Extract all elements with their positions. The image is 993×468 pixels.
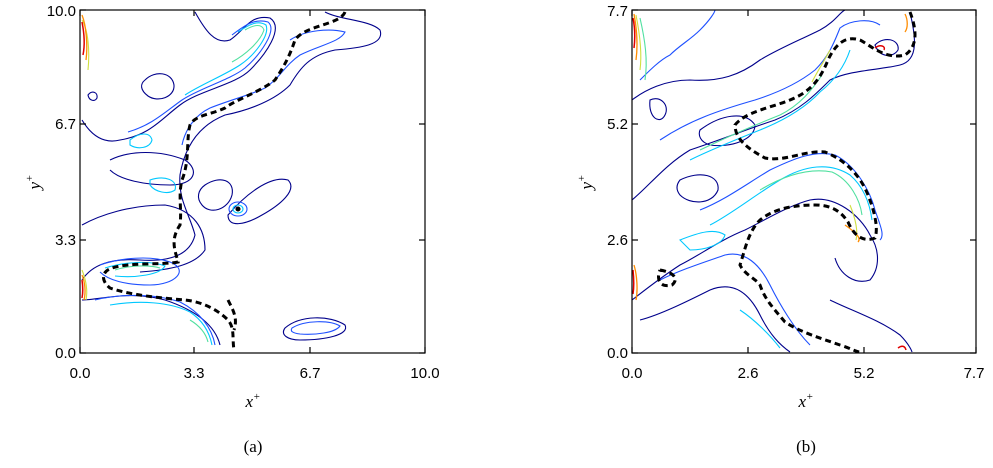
contour-b-blue-4 — [659, 253, 811, 346]
contour-b-blue-1 — [639, 10, 716, 81]
contour-b-cyan-1 — [689, 49, 851, 161]
xtick-label: 0.0 — [70, 365, 91, 382]
contour-a-cyan-3 — [104, 261, 166, 278]
contour-a-spot-1 — [228, 201, 248, 217]
xtick-label: 5.2 — [854, 365, 875, 382]
plot-frame-b — [631, 9, 977, 354]
contour-a-yellow-1 — [81, 19, 90, 71]
panel-a: 0.0 3.3 6.7 10.0 0.0 3.3 6.7 10.0 x+ y+ … — [24, 3, 440, 456]
contour-b-outer-1 — [632, 10, 846, 101]
contour-field-b — [632, 10, 917, 353]
ytick-label: 10.0 — [47, 3, 76, 20]
contour-b-green-2 — [759, 170, 863, 216]
contour-b-red-3 — [874, 45, 886, 51]
xtick-label: 6.7 — [300, 365, 321, 382]
caption-a: (a) — [244, 437, 263, 456]
contour-a-outer-top — [81, 11, 276, 142]
contour-a-blue-4 — [94, 294, 216, 346]
contour-a-blob-1 — [141, 73, 175, 100]
contour-a-small — [87, 91, 98, 101]
contour-b-green-3 — [639, 17, 647, 81]
contour-b-orange-1 — [633, 13, 638, 61]
contour-b-yellow-2 — [811, 49, 831, 83]
contour-a-outer-top2 — [81, 11, 382, 281]
contour-a-green-3 — [189, 319, 209, 343]
contour-a-bottom — [81, 295, 221, 346]
xtick-label: 10.0 — [410, 365, 439, 382]
plot-frame-a — [79, 9, 426, 354]
contour-a-green-2 — [114, 265, 161, 271]
contour-a-cyan-5 — [149, 177, 176, 194]
ytick-label: 5.2 — [607, 116, 628, 133]
xtick-label: 7.7 — [964, 365, 985, 382]
contour-b-outer-4 — [639, 286, 791, 353]
contour-a-yellow-2 — [81, 269, 88, 301]
contour-a-green-1 — [231, 24, 265, 63]
contour-a-spot-3 — [235, 206, 241, 212]
y-axis-label: y+ — [576, 175, 596, 192]
xtick-label: 3.3 — [184, 365, 205, 382]
xtick-label: 0.0 — [622, 365, 643, 382]
contour-b-red-4 — [897, 345, 907, 351]
ytick-label: 2.6 — [607, 232, 628, 249]
contour-b-orange-4 — [844, 224, 860, 243]
contour-b-orange-3 — [904, 13, 908, 33]
contour-b-blob-3 — [698, 115, 756, 147]
contour-a-mid — [109, 152, 194, 186]
contour-b-outer-2 — [632, 11, 916, 201]
contour-b-blue-2 — [659, 20, 881, 141]
contour-b-outer-3 — [632, 198, 879, 301]
contour-a-blue-2 — [181, 29, 346, 146]
contour-a-cyan-1 — [184, 22, 268, 96]
contour-a-blue-5 — [290, 321, 341, 335]
contour-a-red-1 — [81, 21, 85, 56]
contour-a-blob-2 — [197, 179, 233, 211]
contour-b-cyan-3 — [679, 230, 726, 251]
contour-b-blue-3 — [699, 152, 883, 241]
contour-a-blue-1 — [127, 20, 272, 133]
panel-b: 0.0 2.6 5.2 7.7 0.0 2.6 5.2 7.7 x+ y+ (b… — [576, 3, 984, 456]
ticks-a — [79, 9, 426, 354]
caption-b: (b) — [796, 437, 816, 456]
contour-b-cyan-4 — [739, 309, 781, 349]
contour-b-yellow-3 — [849, 204, 858, 241]
contour-a-left — [81, 204, 206, 273]
contour-b-green-1 — [699, 74, 823, 151]
contour-a-spot-2 — [232, 204, 244, 214]
ytick-label: 7.7 — [607, 3, 628, 20]
x-axis-label: x+ — [798, 391, 814, 411]
ytick-label: 0.0 — [55, 345, 76, 362]
y-axis-label: y+ — [24, 175, 44, 192]
contour-b-blob-1 — [649, 98, 667, 120]
ytick-label: 6.7 — [55, 116, 76, 133]
contour-b-cyan-2 — [709, 166, 873, 226]
contour-b-blob-2 — [676, 174, 719, 203]
contour-a-cyan-2 — [129, 133, 153, 149]
contour-a-orange-1 — [81, 14, 88, 61]
ticks-b — [631, 9, 977, 354]
contour-b-outer-5 — [829, 299, 913, 353]
contour-a-red-2 — [81, 279, 84, 299]
contour-a-blob-4 — [282, 317, 347, 341]
ytick-label: 0.0 — [607, 345, 628, 362]
contour-b-red-2 — [632, 269, 635, 295]
contour-field-a — [81, 11, 382, 351]
contour-b-red-1 — [632, 17, 636, 49]
ytick-label: 3.3 — [55, 232, 76, 249]
interface-line-a — [102, 11, 347, 351]
x-axis-label: x+ — [245, 391, 261, 411]
contour-a-blob-3 — [227, 178, 292, 225]
xtick-label: 2.6 — [738, 365, 759, 382]
contour-a-blue-3 — [99, 257, 180, 286]
contour-b-orange-2 — [633, 264, 638, 301]
contour-a-orange-2 — [81, 274, 86, 301]
interface-line-b — [657, 11, 917, 353]
contour-b-yellow-1 — [635, 14, 642, 71]
contour-a-cyan-4 — [109, 301, 213, 346]
